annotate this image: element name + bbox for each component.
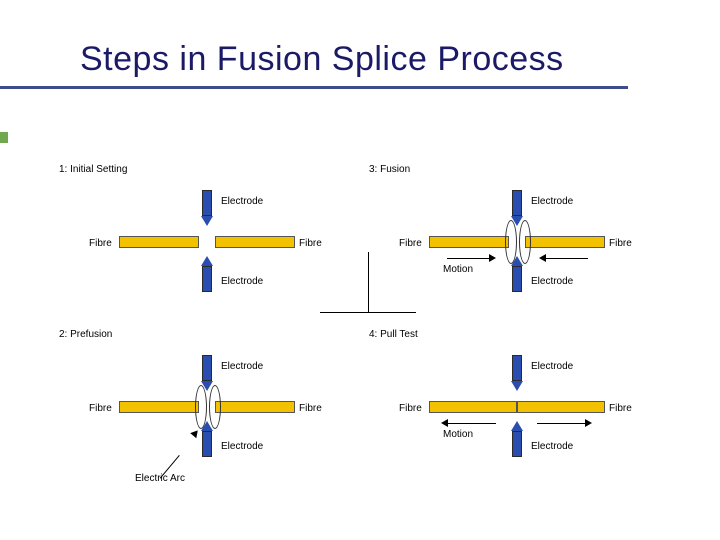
motion-line-right xyxy=(546,258,588,259)
fibre-right-label: Fibre xyxy=(609,238,632,249)
electrode-top-label: Electrode xyxy=(221,196,263,207)
electrode-bottom-label: Electrode xyxy=(221,441,263,452)
fibre-left xyxy=(429,401,517,413)
fibre-left-label: Fibre xyxy=(399,403,422,414)
electrode-top-label: Electrode xyxy=(221,361,263,372)
motion-arrow-left-icon xyxy=(539,254,546,262)
fibre-right xyxy=(525,236,605,248)
fibre-right-label: Fibre xyxy=(299,403,322,414)
electrode-top-label: Electrode xyxy=(531,196,573,207)
electric-arc-arrowhead xyxy=(190,428,201,439)
step-1-initial-setting: 1: Initial Setting Electrode Electrode F… xyxy=(59,160,369,325)
arc-ellipse-right xyxy=(209,385,221,429)
slide-title-block: Steps in Fusion Splice Process xyxy=(0,0,720,79)
step-2-label: 2: Prefusion xyxy=(59,329,112,340)
fibre-left-label: Fibre xyxy=(89,238,112,249)
electrode-bottom-icon xyxy=(202,256,213,292)
arc-ellipse-left xyxy=(195,385,207,429)
fibre-left xyxy=(119,401,199,413)
title-underline xyxy=(0,86,628,89)
electrode-bottom-icon xyxy=(512,421,523,457)
electric-arc-label: Electric Arc xyxy=(135,473,185,484)
step-1-label: 1: Initial Setting xyxy=(59,164,127,175)
diagram-grid: 1: Initial Setting Electrode Electrode F… xyxy=(59,160,679,490)
step-3-fusion: 3: Fusion Electrode Electrode Fibre Fibr… xyxy=(369,160,679,325)
fibre-right xyxy=(215,401,295,413)
motion-label: Motion xyxy=(443,264,473,275)
fibre-right xyxy=(215,236,295,248)
electrode-top-label: Electrode xyxy=(531,361,573,372)
electrode-top-icon xyxy=(202,190,213,226)
fibre-right-label: Fibre xyxy=(299,238,322,249)
motion-arrow-right-icon xyxy=(585,419,592,427)
step-2-prefusion: 2: Prefusion Electrode Electrode Fibre F… xyxy=(59,325,369,490)
electrode-top-icon xyxy=(512,355,523,391)
step-3-label: 3: Fusion xyxy=(369,164,410,175)
motion-line-left xyxy=(448,423,496,424)
motion-line-left xyxy=(447,258,489,259)
electrode-bottom-label: Electrode xyxy=(531,441,573,452)
step-4-pull-test: 4: Pull Test Electrode Electrode Fibre F… xyxy=(369,325,679,490)
motion-arrow-right-icon xyxy=(489,254,496,262)
electrode-top-icon xyxy=(202,355,213,391)
motion-line-right xyxy=(537,423,585,424)
fibre-left xyxy=(429,236,509,248)
electrode-top-icon xyxy=(512,190,523,226)
fibre-right xyxy=(517,401,605,413)
fibre-left-label: Fibre xyxy=(89,403,112,414)
fibre-left xyxy=(119,236,199,248)
motion-label: Motion xyxy=(443,429,473,440)
motion-arrow-left-icon xyxy=(441,419,448,427)
bullet-square-icon xyxy=(0,132,8,143)
fibre-left-label: Fibre xyxy=(399,238,422,249)
arc-ellipse-left xyxy=(505,220,517,264)
electrode-bottom-label: Electrode xyxy=(531,276,573,287)
arc-ellipse-right xyxy=(519,220,531,264)
electrode-bottom-label: Electrode xyxy=(221,276,263,287)
step-4-label: 4: Pull Test xyxy=(369,329,418,340)
fibre-right-label: Fibre xyxy=(609,403,632,414)
page-title: Steps in Fusion Splice Process xyxy=(80,40,720,79)
